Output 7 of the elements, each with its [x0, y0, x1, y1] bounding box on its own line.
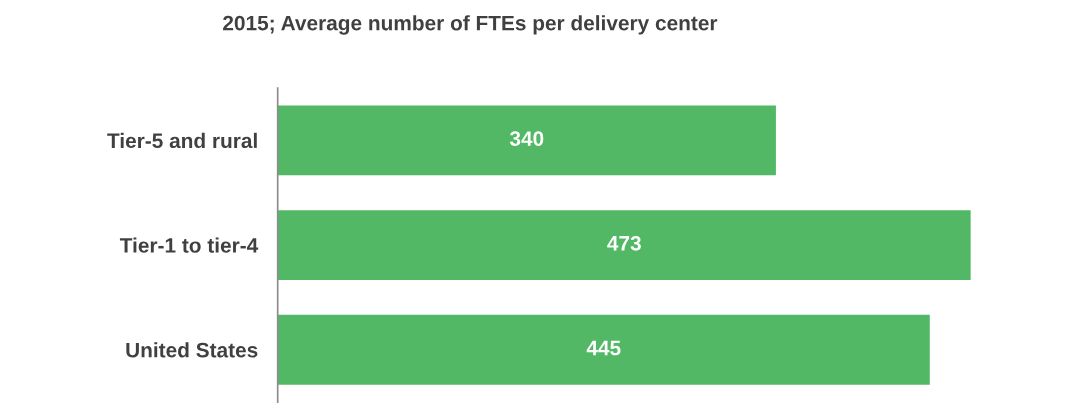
y-tick-label: United States	[126, 342, 258, 358]
y-tick-label: Tier-1 to tier-4	[119, 237, 259, 253]
data-label: 340	[509, 131, 544, 146]
y-tick-label: Tier-5 and rural	[107, 132, 257, 149]
data-label: 473	[607, 235, 641, 251]
data-label: 445	[586, 340, 621, 356]
chart-title: 2015; Average number of FTEs per delivery center	[223, 15, 718, 35]
